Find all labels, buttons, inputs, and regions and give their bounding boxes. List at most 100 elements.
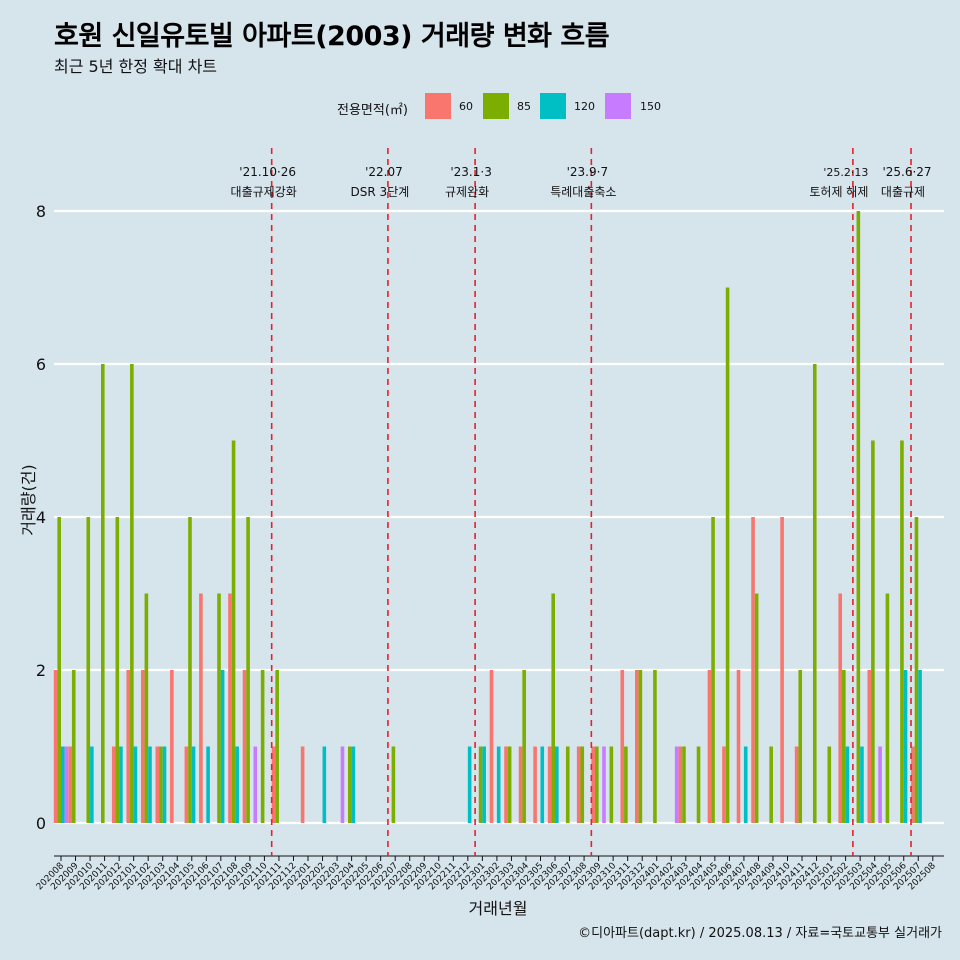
bar-85-202108	[231, 440, 236, 823]
bar-120-202102	[148, 746, 152, 823]
bar-85-202207	[391, 746, 396, 823]
bar-85-202110	[260, 670, 265, 823]
bar-120-202506	[903, 670, 908, 823]
bar-150-202504	[878, 746, 882, 823]
x-axis-title: 거래년월	[469, 899, 528, 918]
y-tick-label: 8	[36, 202, 46, 221]
event-label: DSR 3단계	[351, 185, 410, 199]
bar-85-202406	[725, 287, 730, 823]
bar-85-202306	[551, 593, 556, 823]
legend-key-150	[605, 93, 631, 119]
bar-60-202111	[271, 746, 276, 823]
bar-60-202411	[794, 746, 799, 823]
legend-title: 전용면적(㎡)	[337, 103, 408, 118]
bar-60-202502	[838, 593, 843, 823]
bar-60-202008	[53, 670, 58, 823]
bar-85-202501	[827, 746, 832, 823]
bar-85-202507	[914, 517, 919, 823]
event-date: '23.1·3	[450, 165, 491, 179]
bar-120-202507	[918, 670, 922, 823]
bar-60-202012	[111, 746, 116, 823]
bar-85-202109	[246, 517, 250, 823]
event-date: '25.2·13	[823, 166, 868, 179]
bar-85-202403	[682, 746, 686, 823]
legend: 전용면적(㎡) 60 85 120 150	[0, 93, 960, 121]
bar-85-202311	[624, 746, 628, 823]
y-axis-title: 거래량(건)	[19, 464, 38, 535]
bar-120-202407	[743, 746, 748, 823]
bar-85-202405	[711, 517, 715, 823]
y-tick-label: 6	[36, 355, 46, 374]
y-tick-label: 2	[36, 661, 46, 680]
bar-85-202102	[144, 593, 149, 823]
legend-key-60	[425, 93, 451, 119]
bar-60-202306	[547, 746, 552, 823]
event-label: 대출규제강화	[231, 185, 297, 199]
bar-120-202204	[351, 746, 356, 823]
legend-key-85	[483, 93, 509, 119]
bar-60-202101	[126, 670, 131, 823]
bar-60-202102	[140, 670, 145, 823]
bar-60-202407	[736, 670, 741, 823]
bar-85-202111	[275, 670, 279, 823]
bar-60-202504	[867, 670, 872, 823]
bar-85-202103	[159, 746, 163, 823]
bar-150-202008	[64, 746, 69, 823]
event-label: 규제완화	[445, 185, 489, 199]
legend-label-150: 150	[640, 100, 661, 113]
event-date: '23.9·7	[567, 165, 608, 179]
chart-title: 호원 신일유토빌 아파트(2003) 거래량 변화 흐름	[54, 21, 610, 52]
bar-85-202312	[638, 670, 643, 823]
bar-60-202103	[155, 746, 160, 823]
bar-85-202506	[900, 440, 904, 823]
bar-85-202308	[580, 746, 585, 823]
bar-60-202305	[533, 746, 537, 823]
bar-85-202309	[595, 746, 599, 823]
bar-85-202411	[798, 670, 803, 823]
bar-60-202312	[635, 670, 639, 823]
bar-120-202101	[133, 746, 138, 823]
source-caption: ©디아파트(dapt.kr) / 2025.08.13 / 자료=국토교통부 실…	[578, 926, 942, 941]
bar-120-202305	[540, 746, 545, 823]
bar-120-202202	[322, 746, 327, 823]
bar-120-202302	[496, 746, 501, 823]
bar-85-202204	[348, 746, 352, 823]
bar-85-202303	[507, 746, 512, 823]
bar-85-202008	[57, 517, 61, 823]
bar-85-202012	[115, 517, 120, 823]
event-label: 대출규제	[881, 185, 925, 199]
bar-120-202502	[845, 746, 850, 823]
bar-120-202105	[191, 746, 196, 823]
bar-60-202410	[780, 517, 784, 823]
bar-60-202105	[184, 746, 189, 823]
legend-label-60: 60	[459, 100, 473, 113]
bar-85-202504	[871, 440, 875, 823]
bar-85-202009	[71, 670, 76, 823]
bar-60-202405	[707, 670, 712, 823]
bar-85-202404	[696, 746, 701, 823]
bar-60-202311	[620, 670, 625, 823]
bar-85-202107	[217, 593, 221, 823]
bar-150-202309	[602, 746, 606, 823]
bar-85-202307	[565, 746, 570, 823]
bar-85-202408	[754, 593, 759, 823]
bar-120-202106	[206, 746, 210, 823]
bar-120-202503	[860, 746, 864, 823]
bar-60-202104	[170, 670, 174, 823]
y-tick-label: 0	[36, 814, 46, 833]
bar-60-202403	[678, 746, 683, 823]
event-label: 특례대출축소	[550, 185, 616, 199]
bar-120-202008	[61, 746, 65, 823]
legend-label-85: 85	[517, 100, 531, 113]
bar-85-202101	[130, 364, 134, 823]
bar-120-202301	[482, 746, 486, 823]
bar-120-202107	[220, 670, 225, 823]
bar-85-202010	[86, 517, 91, 823]
event-date: '21.10·26	[239, 165, 296, 179]
event-label: 토허제 해제	[809, 185, 868, 199]
bar-85-202409	[769, 746, 773, 823]
bar-120-202103	[162, 746, 167, 823]
bar-60-202302	[489, 670, 494, 823]
bar-85-202105	[188, 517, 192, 823]
bar-120-202108	[235, 746, 239, 823]
